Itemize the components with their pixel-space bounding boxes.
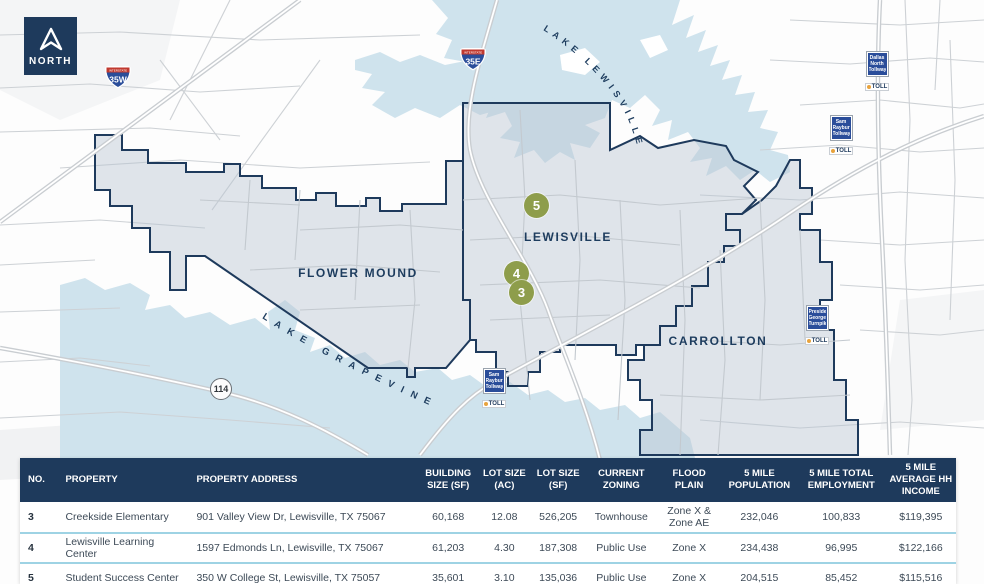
row-hh-income: $119,395 <box>899 510 943 523</box>
row-building-size: 60,168 <box>432 510 465 523</box>
property-summary-table: NO. PROPERTY PROPERTY ADDRESS BUILDING S… <box>20 458 956 584</box>
col-header-zoning: CURRENT ZONING <box>598 467 645 491</box>
toll-badge: TOLL <box>805 338 829 344</box>
toll-badge: TOLL <box>829 148 853 154</box>
minor-roads <box>0 0 984 456</box>
col-header-flood-plain: FLOOD PLAIN <box>672 467 706 491</box>
row-employment: 85,452 <box>825 571 858 584</box>
row-address: 350 W College St, Lewisville, TX 75057 <box>196 571 381 584</box>
toll-plate: Sam Rayburn Tollway <box>483 369 505 393</box>
george-bush-turnpike-sign: President George Bush Turnpike TOLL <box>804 306 830 348</box>
row-lot-sf: 526,205 <box>539 510 578 523</box>
toll-plate: Sam Rayburn Tollway <box>830 116 852 140</box>
row-building-size: 61,203 <box>432 541 465 554</box>
toll-plate: Dallas North Tollway <box>866 52 888 76</box>
col-header-population: 5 MILE POPULATION <box>728 467 791 491</box>
row-zoning: Townhouse <box>594 510 648 523</box>
row-flood-plain: Zone X & Zone AE <box>667 504 712 529</box>
row-zoning: Public Use <box>596 571 647 584</box>
sam-rayburn-tollway-sign-2: Sam Rayburn Tollway TOLL <box>828 116 854 158</box>
col-header-no: NO. <box>28 473 45 485</box>
i35e-number: 35E <box>465 57 480 67</box>
row-population: 232,046 <box>740 510 779 523</box>
row-hh-income: $122,166 <box>898 541 943 554</box>
lewisville-label: LEWISVILLE <box>524 230 612 244</box>
col-header-lot-size-sf: LOT SIZE (SF) <box>536 467 580 491</box>
row-building-size: 35,601 <box>432 571 465 584</box>
row-population: 204,515 <box>740 571 779 584</box>
row-flood-plain: Zone X <box>672 541 707 554</box>
row-lot-ac: 12.08 <box>491 510 518 523</box>
interstate-35e-shield: INTERSTATE 35E <box>460 48 486 71</box>
toll-dot-icon <box>830 149 835 153</box>
col-header-lot-size-ac: LOT SIZE (AC) <box>482 467 526 491</box>
row-no: 4 <box>28 541 34 554</box>
property-marker-5[interactable]: 5 <box>524 193 549 218</box>
row-hh-income: $115,516 <box>899 571 943 584</box>
i35w-number: 35W <box>109 75 127 85</box>
col-header-address: PROPERTY ADDRESS <box>196 473 298 485</box>
col-header-building-size: BUILDING SIZE (SF) <box>425 467 472 491</box>
north-label: NORTH <box>28 55 73 67</box>
row-address: 1597 Edmonds Ln, Lewisville, TX 75067 <box>196 541 384 554</box>
row-property: Student Success Center <box>65 571 179 584</box>
row-property: Lewisville Learning Center <box>65 535 155 560</box>
row-no: 3 <box>28 510 34 523</box>
north-arrow-icon <box>39 27 62 50</box>
toll-plate: President George Bush Turnpike <box>806 306 828 330</box>
hwy114-number: 114 <box>213 384 229 394</box>
row-flood-plain: Zone X <box>672 571 707 584</box>
property-marker-3[interactable]: 3 <box>509 280 534 305</box>
col-header-hh-income: 5 MILE AVERAGE HH INCOME <box>889 462 953 497</box>
dallas-north-tollway-sign: Dallas North Tollway TOLL <box>864 52 890 94</box>
col-header-property: PROPERTY <box>65 473 118 485</box>
table-row: 3 Creekside Elementary 901 Valley View D… <box>20 501 956 532</box>
toll-dot-icon <box>483 402 488 406</box>
table-row: 5 Student Success Center 350 W College S… <box>20 561 956 584</box>
row-population: 234,438 <box>740 541 779 554</box>
row-employment: 100,833 <box>822 510 861 523</box>
highway-114-shield: 114 <box>210 378 232 400</box>
sam-rayburn-tollway-sign: Sam Rayburn Tollway TOLL <box>481 369 507 411</box>
row-lot-ac: 3.10 <box>494 571 515 584</box>
row-lot-ac: 4.30 <box>494 541 515 554</box>
row-property: Creekside Elementary <box>65 510 169 523</box>
row-zoning: Public Use <box>596 541 647 554</box>
carrollton-label: CARROLLTON <box>669 334 768 348</box>
interstate-word: INTERSTATE <box>109 69 127 73</box>
toll-badge: TOLL <box>482 401 506 407</box>
interstate-35w-shield: INTERSTATE 35W <box>105 66 131 89</box>
flower-mound-label: FLOWER MOUND <box>298 266 418 280</box>
table-row: 4 Lewisville Learning Center 1597 Edmond… <box>20 531 956 562</box>
flower-mound-boundary <box>94 134 471 378</box>
row-employment: 96,995 <box>825 541 858 554</box>
toll-dot-icon <box>866 85 871 89</box>
row-no: 5 <box>28 571 34 584</box>
row-lot-sf: 187,308 <box>539 541 578 554</box>
row-lot-sf: 135,036 <box>539 571 578 584</box>
col-header-employment: 5 MILE TOTAL EMPLOYMENT <box>807 467 875 491</box>
row-address: 901 Valley View Dr, Lewisville, TX 75067 <box>196 510 386 523</box>
interstate-word: INTERSTATE <box>464 51 482 55</box>
north-compass-badge: NORTH <box>24 17 77 75</box>
toll-dot-icon <box>806 339 811 343</box>
table-header-row: NO. PROPERTY PROPERTY ADDRESS BUILDING S… <box>20 458 956 502</box>
toll-badge: TOLL <box>865 84 889 90</box>
